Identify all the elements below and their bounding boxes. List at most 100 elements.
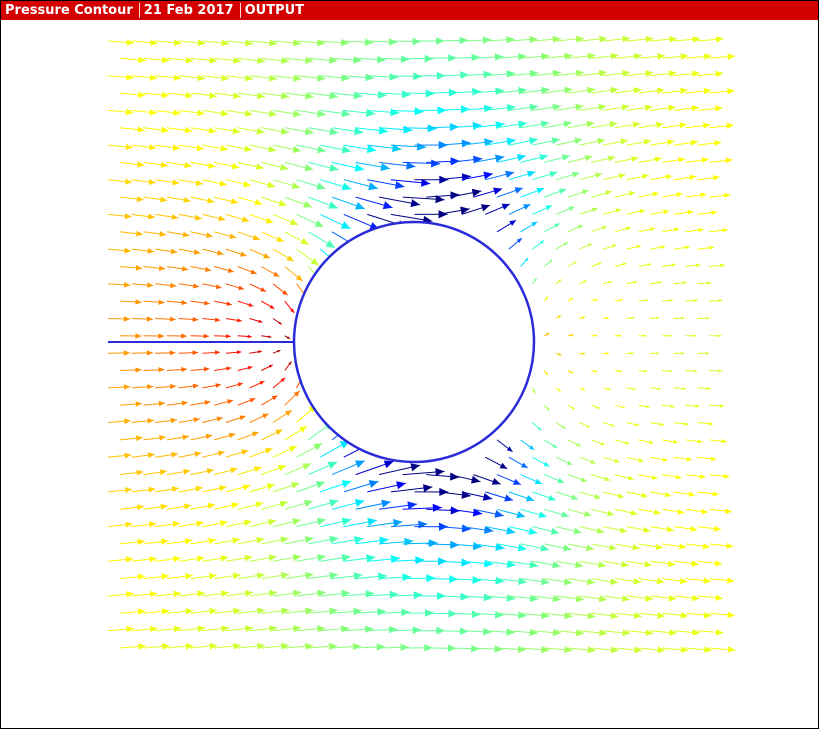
- vector-arrowhead: [506, 527, 516, 535]
- title-bar: Pressure Contour 21 Feb 2017 OUTPUT: [1, 1, 818, 20]
- vector-arrowhead: [380, 163, 390, 171]
- vector-arrowhead: [269, 304, 275, 309]
- vector-arrowhead: [726, 122, 734, 129]
- vector-arrowhead: [242, 484, 251, 491]
- vector-arrowhead: [281, 607, 290, 615]
- cylinder-circle: [292, 220, 536, 464]
- vector-arrowhead: [587, 52, 596, 60]
- vector-arrowhead: [286, 255, 294, 262]
- vector-arrowhead: [550, 527, 560, 535]
- vector-arrowhead: [605, 190, 612, 196]
- vector-arrowhead: [305, 607, 314, 615]
- vector-arrowhead: [203, 366, 210, 372]
- vector-arrowhead: [688, 491, 695, 497]
- vector-arrowhead: [417, 142, 427, 151]
- vector-arrowhead: [329, 127, 339, 136]
- vector-arrowhead: [614, 458, 620, 463]
- vector-arrowhead: [277, 350, 281, 353]
- vector-arrowhead: [159, 469, 167, 476]
- vector-arrowhead: [532, 389, 536, 394]
- vector-arrowhead: [677, 509, 685, 515]
- vector-arrowhead: [125, 108, 134, 116]
- vector-arrowhead: [685, 245, 690, 250]
- vector-arrowhead: [541, 577, 550, 586]
- vector-arrowhead: [292, 554, 302, 562]
- vector-arrowhead: [654, 156, 662, 163]
- vector-arrowhead: [604, 476, 611, 482]
- vector-arrowhead: [185, 56, 194, 64]
- vector-arrowhead: [228, 432, 236, 439]
- vector-arrowhead: [125, 521, 133, 528]
- vector-arrowhead: [253, 466, 262, 473]
- vector-arrowhead: [193, 417, 200, 423]
- vector-arrowhead: [137, 91, 146, 98]
- vector-arrowhead: [501, 203, 510, 210]
- vector-arrowhead: [552, 595, 562, 603]
- vector-arrowhead: [173, 109, 181, 116]
- vector-arrowhead: [221, 74, 229, 82]
- vector-arrowhead: [125, 487, 132, 494]
- vector-arrowhead: [704, 53, 712, 60]
- vector-arrowhead: [304, 536, 314, 544]
- vector-arrowhead: [293, 39, 302, 47]
- vector-arrowhead: [669, 299, 673, 302]
- vector-arrowhead: [365, 73, 375, 82]
- vector-arrowhead: [241, 216, 250, 223]
- vector-arrowhead: [708, 421, 714, 426]
- vector-arrowhead: [276, 236, 284, 242]
- vector-arrowhead: [365, 590, 375, 598]
- vector-arrowhead: [245, 625, 254, 632]
- vector-arrowhead: [591, 207, 598, 213]
- vector-arrowhead: [575, 561, 584, 569]
- vector-arrowhead: [586, 578, 596, 586]
- vector-arrowhead: [494, 510, 504, 518]
- vector-arrowhead: [528, 527, 538, 535]
- vector-arrowhead: [268, 554, 277, 562]
- vector-arrowhead: [714, 140, 722, 146]
- vector-arrowhead: [383, 460, 394, 469]
- vector-arrowhead: [341, 145, 352, 154]
- vector-arrowhead: [182, 231, 190, 238]
- vector-arrowhead: [377, 608, 386, 616]
- vector-arrowhead: [618, 173, 626, 179]
- vector-arrowhead: [226, 301, 232, 306]
- vector-arrowhead: [292, 145, 302, 153]
- vector-arrowhead: [170, 248, 178, 255]
- vector-arrowhead: [539, 154, 548, 161]
- vector-arrowhead: [197, 109, 205, 117]
- vector-arrowhead: [149, 521, 157, 528]
- vector-arrowhead: [280, 92, 290, 100]
- vector-arrowhead: [689, 174, 696, 181]
- vector-arrowhead: [185, 91, 193, 99]
- vector-arrowhead: [158, 333, 165, 339]
- vector-arrowhead: [480, 204, 490, 212]
- vector-arrowhead: [388, 625, 398, 634]
- vector-arrowhead: [431, 159, 441, 168]
- vector-arrowhead: [368, 182, 378, 191]
- vector-arrowhead: [279, 500, 288, 508]
- vector-arrowhead: [231, 162, 240, 170]
- vector-arrowhead: [259, 381, 265, 385]
- vector-arrowhead: [185, 573, 193, 580]
- vector-arrowhead: [590, 459, 596, 464]
- title-separator: [239, 3, 241, 18]
- vector-arrowhead: [400, 643, 409, 652]
- vector-arrowhead: [268, 110, 277, 117]
- vector-arrowhead: [724, 192, 731, 198]
- vector-arrowhead: [575, 629, 585, 637]
- vector-arrowhead: [529, 560, 539, 569]
- vector-arrowhead: [658, 281, 662, 285]
- vector-arrowhead: [231, 502, 240, 509]
- vector-arrowhead: [184, 538, 193, 545]
- vector-arrowhead: [170, 282, 177, 289]
- vector-arrowhead: [123, 350, 130, 356]
- vector-arrowhead: [632, 387, 636, 391]
- vector-arrowhead: [723, 473, 730, 479]
- vector-arrowhead: [549, 259, 553, 263]
- vector-arrowhead: [657, 612, 665, 619]
- vector-arrowhead: [632, 121, 641, 128]
- vector-arrowhead: [599, 629, 608, 637]
- vector-arrowhead: [612, 244, 617, 248]
- vector-arrowhead: [461, 173, 472, 182]
